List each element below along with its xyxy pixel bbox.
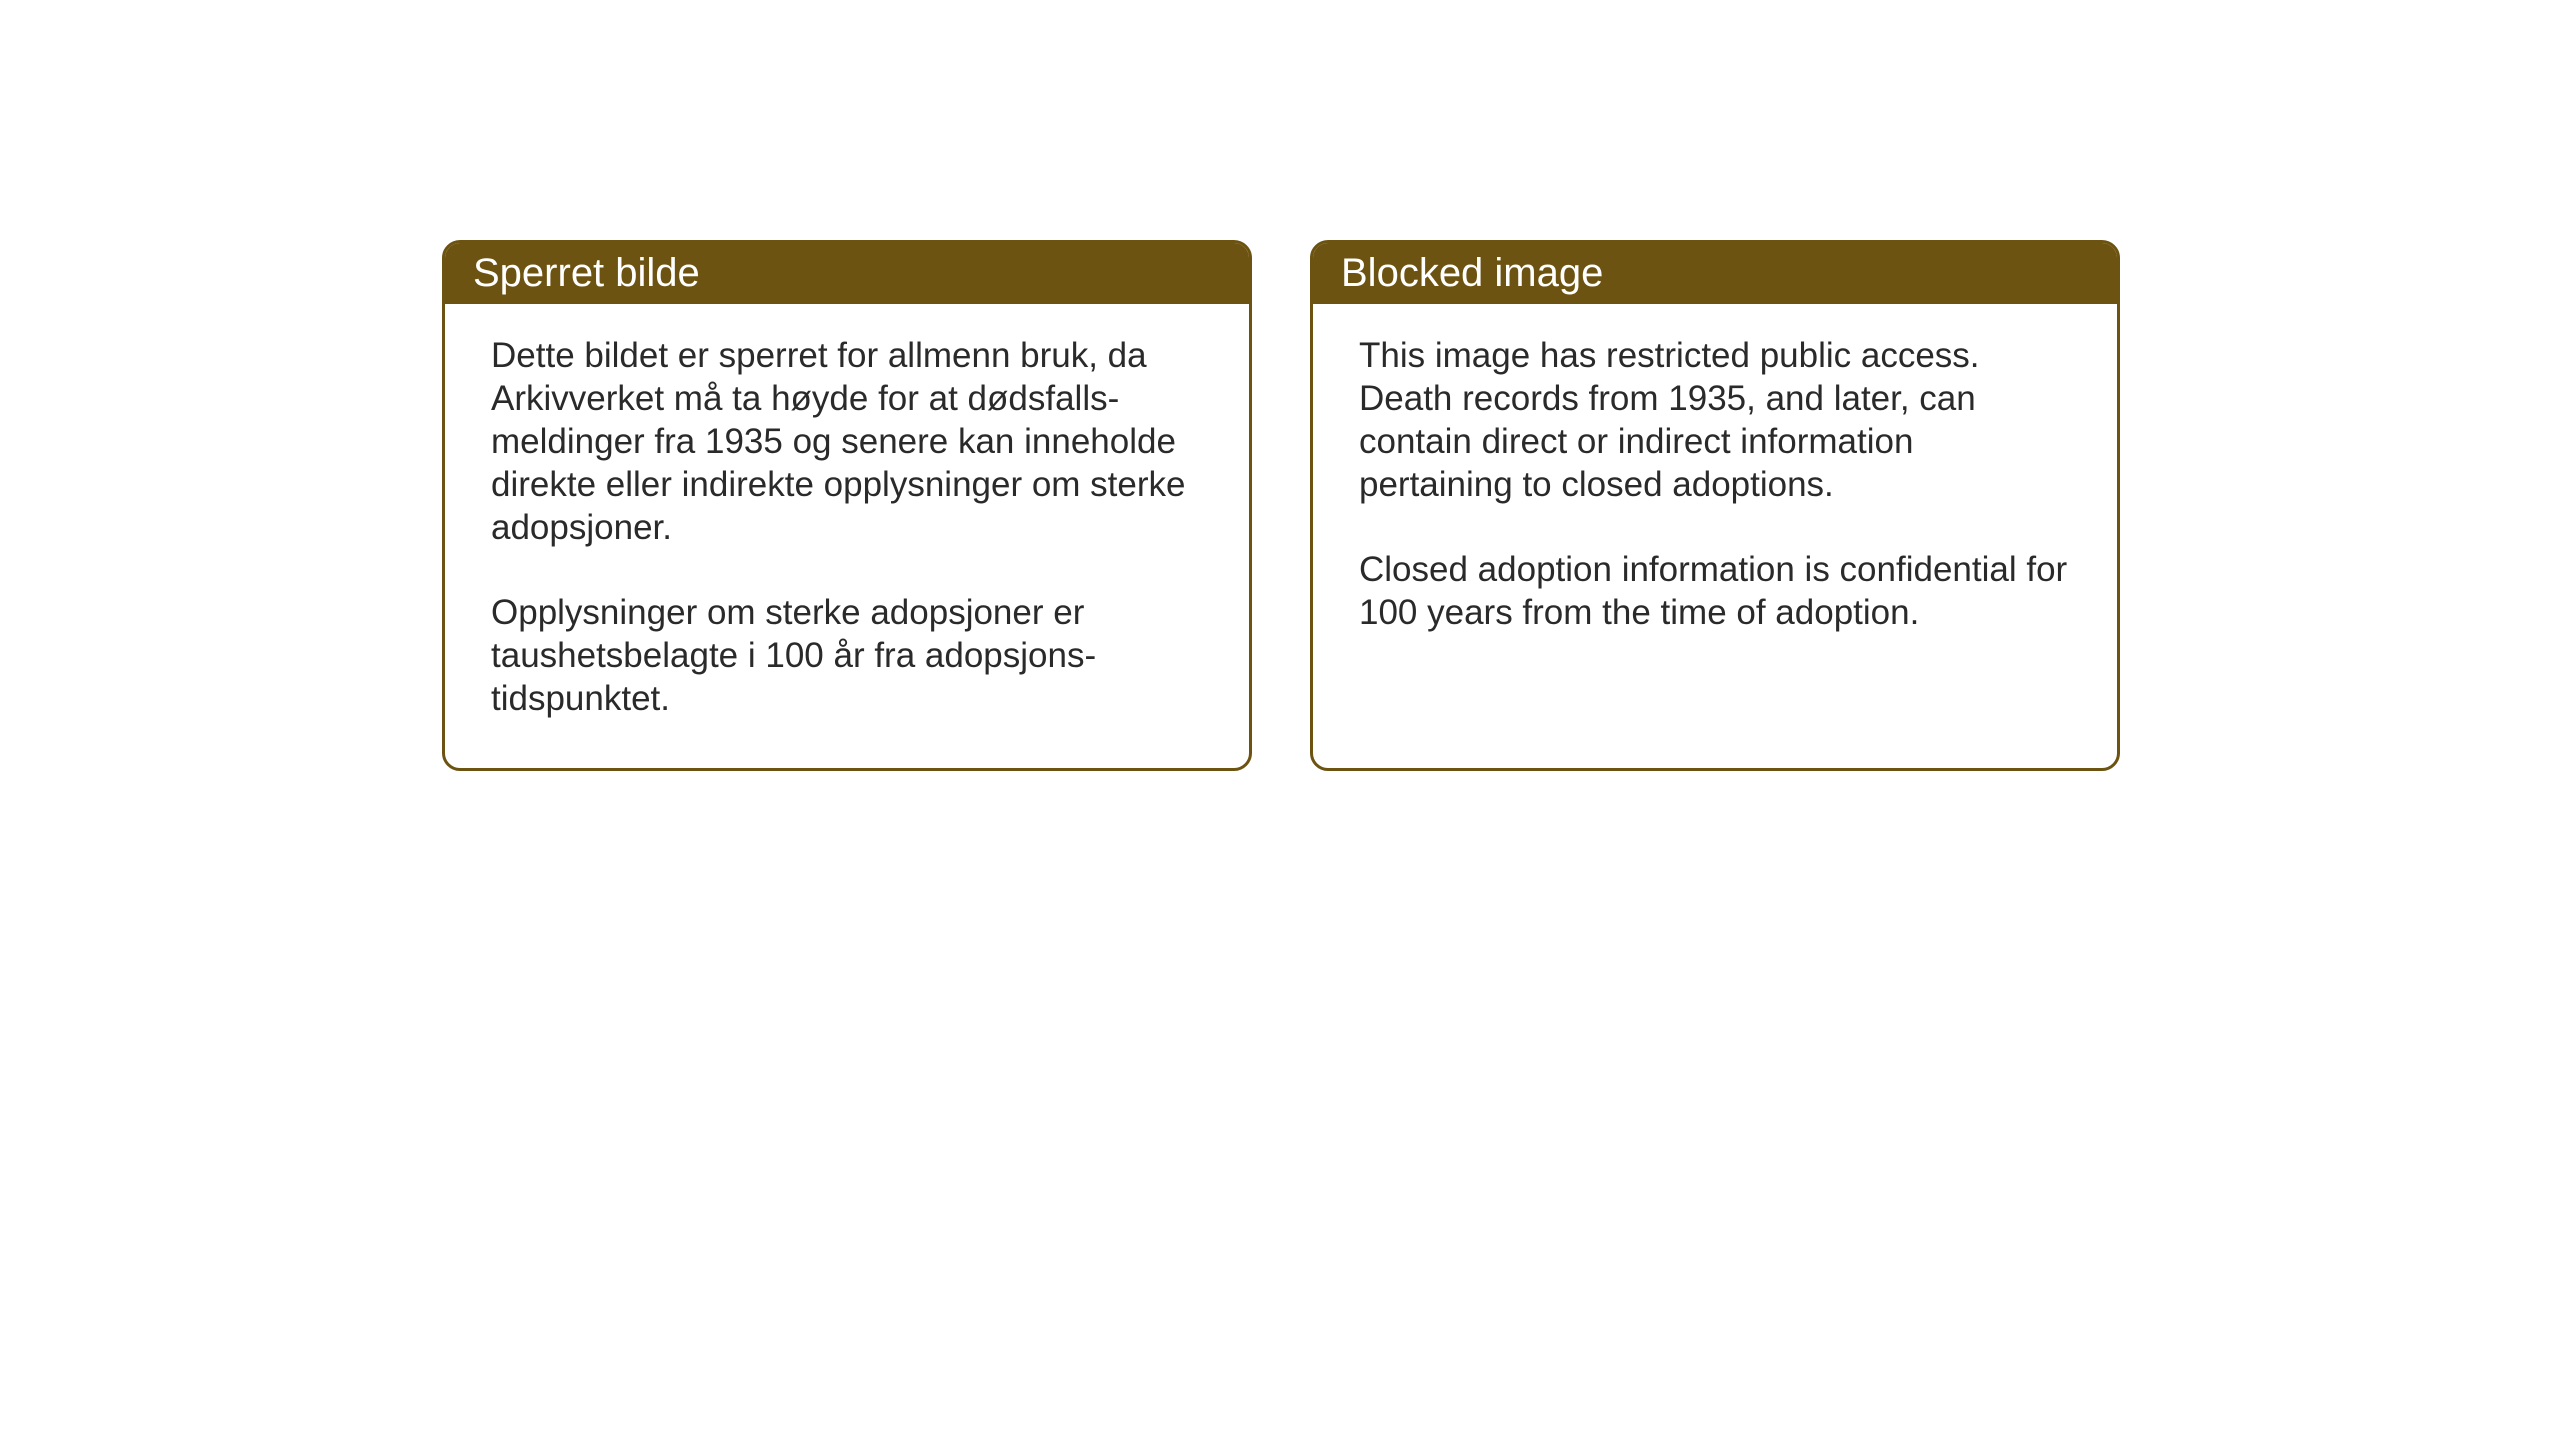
english-card-body: This image has restricted public access.…	[1313, 304, 2117, 724]
english-paragraph-1: This image has restricted public access.…	[1359, 334, 2071, 506]
norwegian-paragraph-1: Dette bildet er sperret for allmenn bruk…	[491, 334, 1203, 549]
norwegian-paragraph-2: Opplysninger om sterke adopsjoner er tau…	[491, 591, 1203, 720]
english-notice-card: Blocked image This image has restricted …	[1310, 240, 2120, 771]
norwegian-card-body: Dette bildet er sperret for allmenn bruk…	[445, 304, 1249, 768]
notice-cards-container: Sperret bilde Dette bildet er sperret fo…	[442, 240, 2120, 771]
norwegian-notice-card: Sperret bilde Dette bildet er sperret fo…	[442, 240, 1252, 771]
english-card-title: Blocked image	[1313, 243, 2117, 304]
norwegian-card-title: Sperret bilde	[445, 243, 1249, 304]
english-paragraph-2: Closed adoption information is confident…	[1359, 548, 2071, 634]
